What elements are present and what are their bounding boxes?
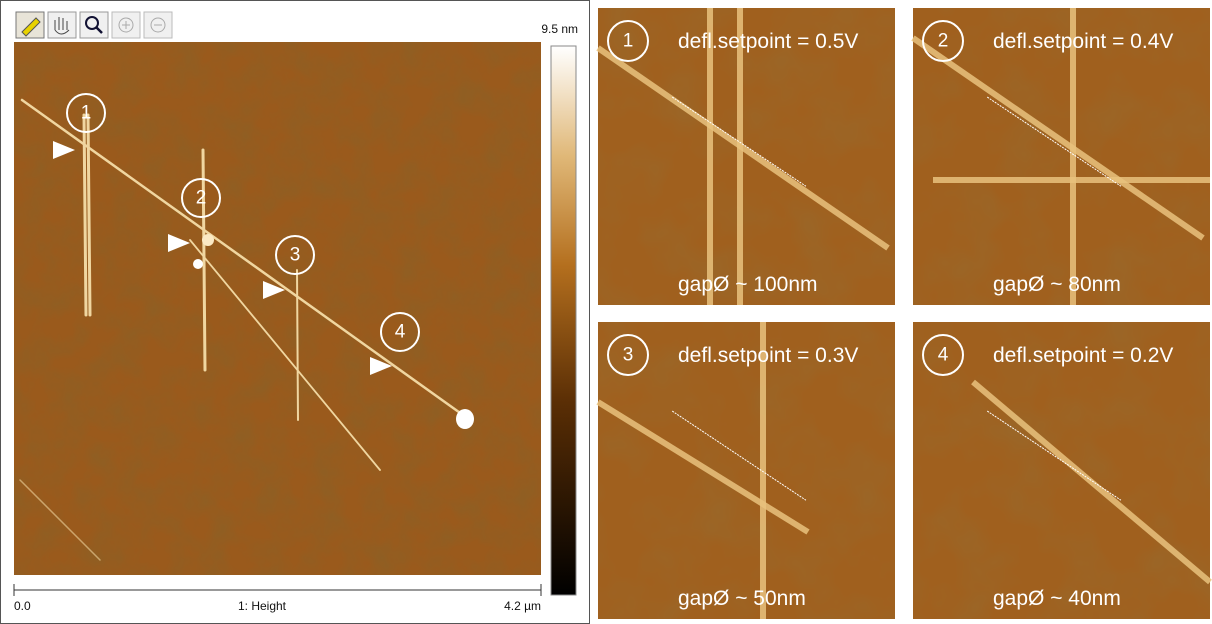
marker-number: 3 — [290, 245, 301, 266]
panels: 1 defl.setpoint = 0.5V gapØ ~ 100nm 2 defl.s… — [598, 8, 1210, 619]
marker-number: 4 — [395, 322, 406, 343]
colorbar-max: 9.5 nm — [541, 22, 578, 36]
particle — [456, 409, 474, 429]
setpoint-label: defl.setpoint = 0.5V — [678, 30, 858, 53]
gap-label: gapØ ~ 50nm — [678, 587, 806, 610]
panel: 3 defl.setpoint = 0.3V gapØ ~ 50nm — [598, 322, 895, 619]
axis-end: 4.2 µm — [504, 599, 541, 613]
setpoint-label: defl.setpoint = 0.2V — [993, 344, 1173, 367]
panel-number: 4 — [938, 345, 949, 366]
gap-label: gapØ ~ 100nm — [678, 273, 818, 296]
panel-number: 1 — [623, 31, 634, 52]
gap-label: gapØ ~ 40nm — [993, 587, 1121, 610]
particle — [202, 234, 214, 246]
tool-zoom[interactable] — [80, 12, 108, 38]
setpoint-label: defl.setpoint = 0.4V — [993, 30, 1173, 53]
channel-label: 1: Height — [238, 599, 287, 613]
gap-label: gapØ ~ 80nm — [993, 273, 1121, 296]
main-image — [14, 42, 541, 575]
panel: 4 defl.setpoint = 0.2V gapØ ~ 40nm — [913, 322, 1210, 619]
panel-number: 3 — [623, 345, 634, 366]
page: 1 2 3 4 9.5 nm 0.0 1: Height 4.2 µm 1 defl.s… — [0, 0, 1212, 624]
toolbar — [16, 12, 172, 38]
panel: 1 defl.setpoint = 0.5V gapØ ~ 100nm — [598, 8, 895, 305]
panel-number: 2 — [938, 31, 949, 52]
image-texture — [14, 42, 541, 575]
panel: 2 defl.setpoint = 0.4V gapØ ~ 80nm — [913, 8, 1210, 305]
marker-number: 1 — [81, 103, 92, 124]
marker-number: 2 — [196, 188, 207, 209]
figure: 1 2 3 4 9.5 nm 0.0 1: Height 4.2 µm 1 defl.s… — [0, 0, 1212, 624]
particle — [193, 259, 203, 269]
colorbar — [551, 46, 576, 595]
axis-start: 0.0 — [14, 599, 31, 613]
setpoint-label: defl.setpoint = 0.3V — [678, 344, 858, 367]
